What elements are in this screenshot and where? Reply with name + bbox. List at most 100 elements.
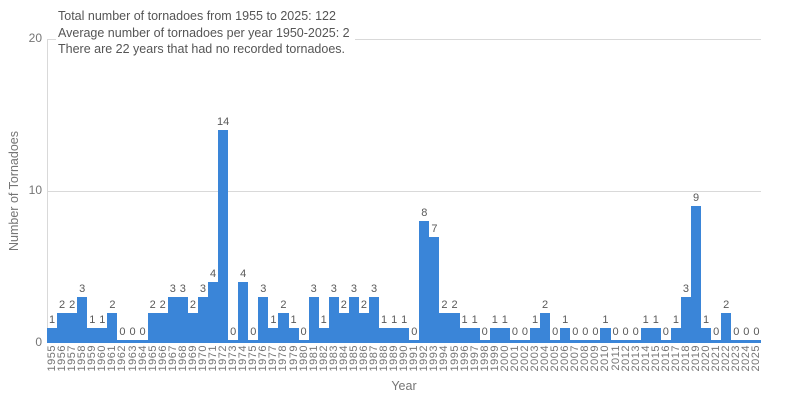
- value-label-1971: 4: [209, 268, 217, 281]
- value-label-1968: 3: [179, 283, 186, 296]
- value-label-1963: 0: [129, 326, 136, 338]
- bar-2018: [680, 297, 691, 343]
- bar-slot-1999: 1 1999: [489, 39, 501, 371]
- bar-2009: [590, 340, 601, 343]
- bar-2024: [741, 340, 752, 343]
- bar-slot-1973: 0 1973: [227, 39, 239, 372]
- bar-slot-1976: 3 1976: [257, 39, 269, 372]
- bar-slot-2011: 0 2011: [610, 39, 622, 371]
- value-label-1999: 1: [491, 313, 498, 326]
- bar-2020: [701, 327, 712, 343]
- bar-slot-2022: 2 2022: [720, 39, 732, 371]
- value-label-1977: 1: [270, 313, 277, 326]
- bar-1967: [167, 297, 178, 343]
- bar-slot-1955: 1 1955: [46, 39, 58, 371]
- bar-2022: [721, 312, 732, 343]
- bar-slot-1974: 4 1974: [237, 39, 249, 372]
- bar-slot-2005: 0 2005: [549, 39, 561, 372]
- bar-slot-2019: 9 2019: [690, 39, 702, 372]
- gridline-y-10: [47, 191, 761, 192]
- value-label-2006: 1: [562, 313, 569, 326]
- bar-2014: [640, 327, 651, 343]
- plot-area: 1 1955 2 1956 2 1957 3 1958 1 1959 1 1960 2 1961 0 1962…: [46, 39, 762, 372]
- bar-2016: [660, 340, 671, 343]
- bar-slot-1956: 2 1956: [56, 39, 68, 371]
- bar-2013: [630, 340, 641, 343]
- value-label-1959: 1: [89, 313, 96, 326]
- bar-1978: [278, 312, 289, 343]
- bar-slot-2024: 0 2024: [740, 39, 752, 372]
- value-label-1960: 1: [99, 313, 106, 326]
- value-label-2023: 0: [733, 326, 740, 338]
- value-label-1990: 1: [401, 313, 408, 326]
- value-label-2005: 0: [552, 326, 559, 338]
- bar-slot-1981: 3 1981: [308, 39, 320, 372]
- value-label-1994: 2: [441, 298, 448, 311]
- bar-1987: [369, 297, 380, 343]
- value-label-1986: 2: [360, 298, 368, 311]
- bar-slot-1991: 0 1991: [408, 39, 420, 372]
- value-label-2019: 9: [692, 192, 700, 205]
- bar-2023: [731, 340, 742, 343]
- bar-1973: [228, 340, 239, 343]
- bar-slot-1994: 2 1994: [438, 39, 450, 371]
- bar-slot-2017: 1 2017: [670, 39, 682, 371]
- bar-2000: [499, 327, 510, 343]
- chart-title-line-1: Total number of tornadoes from 1955 to 2…: [58, 9, 336, 23]
- bar-slot-2004: 2 2004: [539, 39, 551, 371]
- y-tick-label-10: 10: [28, 183, 42, 197]
- bar-1968: [177, 297, 188, 343]
- bar-1996: [459, 327, 470, 343]
- bar-slot-1962: 0 1962: [116, 39, 128, 372]
- bar-slot-1995: 2 1995: [449, 39, 461, 371]
- bar-slot-1959: 1 1959: [86, 39, 98, 371]
- bar-slot-1985: 3 1985: [348, 39, 360, 372]
- value-label-1969: 2: [189, 298, 196, 311]
- value-label-2001: 0: [511, 326, 518, 338]
- bar-1983: [328, 297, 339, 343]
- value-label-1985: 3: [350, 283, 357, 296]
- bar-slot-2015: 1 2015: [650, 39, 662, 371]
- bar-1964: [137, 340, 148, 343]
- value-label-1988: 1: [381, 313, 388, 326]
- value-label-2017: 1: [672, 313, 679, 326]
- value-label-2022: 2: [723, 298, 730, 311]
- value-label-2016: 0: [662, 326, 669, 338]
- bar-1959: [87, 327, 98, 343]
- bar-2003: [530, 327, 541, 343]
- bar-slot-1970: 3 1970: [197, 39, 209, 372]
- bar-2021: [711, 340, 722, 343]
- gridline-y-20: [47, 39, 761, 40]
- value-label-1992: 8: [421, 207, 428, 220]
- bar-1977: [268, 327, 279, 343]
- bar-1986: [358, 312, 369, 343]
- bar-1971: [208, 282, 219, 343]
- bar-1957: [67, 312, 78, 343]
- value-label-1980: 0: [300, 326, 307, 338]
- bar-slot-1957: 2 1957: [66, 39, 78, 371]
- bar-1993: [429, 236, 440, 343]
- bar-2010: [600, 327, 611, 343]
- value-label-1962: 0: [119, 326, 126, 338]
- y-tick-label-20: 20: [28, 31, 42, 45]
- bar-1972: [218, 130, 229, 343]
- bar-slot-2014: 1 2014: [640, 39, 652, 371]
- value-label-1976: 3: [260, 283, 267, 296]
- bar-1956: [57, 312, 68, 343]
- bar-1991: [409, 340, 420, 343]
- bar-slot-2000: 1 2000: [499, 39, 511, 371]
- value-label-2012: 0: [622, 326, 629, 338]
- value-label-1993: 7: [431, 222, 438, 235]
- bar-slot-2009: 0 2009: [589, 39, 601, 372]
- bar-1961: [107, 312, 118, 343]
- bar-slot-1975: 0 1975: [247, 39, 259, 372]
- value-label-1958: 3: [79, 283, 86, 296]
- value-label-1995: 2: [451, 298, 458, 311]
- value-label-1966: 2: [159, 298, 166, 311]
- bar-slot-2021: 0 2021: [710, 39, 722, 372]
- bar-1955: [47, 327, 58, 343]
- bar-slot-1997: 1 1997: [469, 39, 481, 371]
- bar-slot-1998: 0 1998: [479, 39, 491, 372]
- bar-slot-2002: 0 2002: [519, 39, 531, 372]
- value-label-1961: 2: [109, 298, 116, 311]
